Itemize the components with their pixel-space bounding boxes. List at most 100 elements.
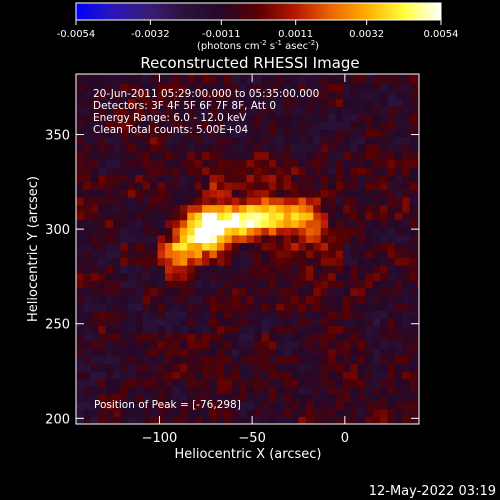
heatmap-cell <box>142 227 151 236</box>
heatmap-cell <box>342 196 351 206</box>
heatmap-cell <box>261 401 270 410</box>
heatmap-cell <box>253 325 263 334</box>
heatmap-cell <box>268 272 277 281</box>
heatmap-cell <box>98 144 107 153</box>
heatmap-cell <box>224 333 233 342</box>
heatmap-cell <box>239 371 248 380</box>
heatmap-cell <box>291 91 300 100</box>
heatmap-cell <box>313 234 322 243</box>
heatmap-cell <box>313 204 322 213</box>
heatmap-cell <box>335 249 344 259</box>
heatmap-cell <box>394 348 403 357</box>
heatmap-cell <box>187 287 196 296</box>
heatmap-cell <box>394 257 403 266</box>
heatmap-cell <box>402 363 411 372</box>
heatmap-cell <box>409 204 418 213</box>
heatmap-cell <box>239 212 248 221</box>
heatmap-cell <box>90 181 99 191</box>
heatmap-cell <box>105 166 114 175</box>
heatmap-cell <box>276 249 285 259</box>
heatmap-cell <box>98 74 107 77</box>
heatmap-cell <box>194 249 203 259</box>
heatmap-cell <box>105 325 114 334</box>
heatmap-cell <box>313 287 322 296</box>
heatmap-cell <box>172 416 181 424</box>
heatmap-cell <box>164 75 174 85</box>
heatmap-cell <box>261 91 270 100</box>
heatmap-cell <box>350 408 359 418</box>
heatmap-cell <box>202 121 211 130</box>
heatmap-cell <box>350 74 359 77</box>
heatmap-cell <box>276 234 285 243</box>
heatmap-cell <box>320 265 329 274</box>
heatmap-cell <box>261 189 270 198</box>
heatmap-cell <box>313 401 322 410</box>
heatmap-cell <box>113 265 122 274</box>
heatmap-cell <box>187 257 196 266</box>
heatmap-cell <box>342 265 351 274</box>
heatmap-cell <box>372 227 381 236</box>
heatmap-cell <box>202 181 211 191</box>
heatmap-cell <box>216 265 225 274</box>
heatmap-cell <box>113 363 122 372</box>
heatmap-cell <box>224 181 233 191</box>
heatmap-cell <box>409 219 418 228</box>
heatmap-cell <box>394 386 403 395</box>
heatmap-cell <box>135 310 144 319</box>
heatmap-cell <box>216 144 225 153</box>
heatmap-cell <box>402 272 411 281</box>
heatmap-cell <box>187 302 196 312</box>
heatmap-cell <box>372 91 381 100</box>
heatmap-cell <box>335 196 344 206</box>
heatmap-cell <box>150 181 159 191</box>
heatmap-cell <box>120 159 129 168</box>
heatmap-cell <box>216 227 225 236</box>
heatmap-cell <box>150 74 159 77</box>
heatmap-cell <box>98 348 107 357</box>
heatmap-cell <box>127 196 136 206</box>
heatmap-cell <box>417 181 419 191</box>
heatmap-cell <box>276 295 285 304</box>
heatmap-cell <box>320 280 329 289</box>
heatmap-cell <box>357 91 366 100</box>
heatmap-cell <box>76 378 85 387</box>
heatmap-cell <box>253 189 263 198</box>
heatmap-cell <box>164 280 174 289</box>
heatmap-cell <box>187 144 196 153</box>
heatmap-cell <box>372 75 381 85</box>
heatmap-cell <box>372 355 381 365</box>
heatmap-cell <box>380 74 389 77</box>
heatmap-cell <box>209 196 218 206</box>
heatmap-cell <box>209 121 218 130</box>
heatmap-cell <box>187 280 196 289</box>
heatmap-cell <box>113 340 122 349</box>
heatmap-cell <box>150 393 159 402</box>
heatmap-cell <box>127 295 136 304</box>
heatmap-cell <box>380 106 389 115</box>
heatmap-cell <box>150 340 159 349</box>
heatmap-cell <box>372 272 381 281</box>
heatmap-cell <box>172 265 181 274</box>
heatmap-cell <box>276 333 285 342</box>
heatmap-cell <box>372 189 381 198</box>
heatmap-cell <box>150 113 159 122</box>
heatmap-cell <box>172 189 181 198</box>
heatmap-cell <box>342 401 351 410</box>
heatmap-cell <box>187 325 196 334</box>
heatmap-cell <box>142 378 151 387</box>
heatmap-cell <box>90 371 99 380</box>
heatmap-cell <box>380 287 389 296</box>
heatmap-cell <box>253 310 263 319</box>
heatmap-cell <box>253 144 263 153</box>
heatmap-cell <box>187 272 196 281</box>
heatmap-cell <box>394 393 403 402</box>
heatmap-cell <box>372 181 381 191</box>
heatmap-cell <box>105 181 114 191</box>
heatmap-cell <box>194 295 203 304</box>
heatmap-cell <box>342 121 351 130</box>
heatmap-cell <box>394 355 403 365</box>
heatmap-cell <box>120 204 129 213</box>
heatmap-cell <box>127 166 136 175</box>
heatmap-cell <box>157 393 166 402</box>
heatmap-cell <box>402 333 411 342</box>
